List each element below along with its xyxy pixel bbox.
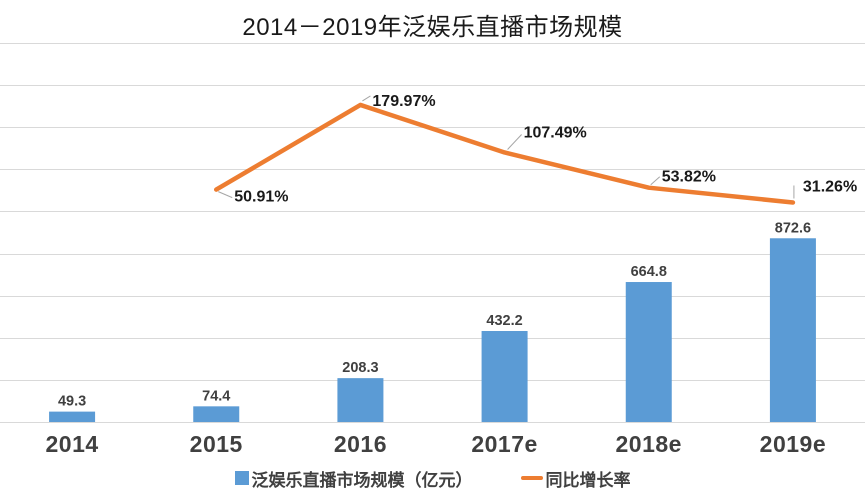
growth-label-leader-2015 [218, 191, 233, 199]
bar-series: 49.3 74.4 208.3 432.2 664.8 872.6 [49, 220, 816, 422]
bar-2018e [625, 282, 672, 422]
x-axis-label-2017e: 2017e [471, 431, 537, 457]
bar-series-swatch-icon [234, 471, 249, 485]
legend-item-line-series: 同比增长率 [520, 466, 631, 491]
growth-label-leader-2017e [507, 134, 522, 150]
bar-value-2014: 49.3 [58, 394, 86, 410]
growth-label-2015: 50.91% [234, 189, 288, 206]
bar-2014 [49, 411, 96, 422]
bar-value-2015: 74.4 [202, 388, 230, 404]
growth-label-leader-2016 [362, 95, 371, 102]
bar-2016 [337, 378, 384, 422]
growth-label-leader-2018e [650, 176, 661, 186]
x-axis-label-2015: 2015 [190, 431, 243, 457]
growth-label-2016: 179.97% [372, 93, 435, 110]
x-axis-label-2019e: 2019e [760, 431, 826, 457]
bar-value-2017e: 432.2 [486, 313, 522, 329]
legend-line-label: 同比增长率 [545, 470, 631, 490]
bar-2015 [193, 406, 240, 422]
bar-value-2016: 208.3 [342, 360, 378, 376]
growth-labels: 50.91% 179.97% 107.49% 53.82% 31.26% [218, 93, 857, 206]
chart-legend: 泛娱乐直播市场规模（亿元） 同比增长率 [0, 462, 865, 494]
x-axis-label-2014: 2014 [45, 431, 98, 457]
growth-label-2018e: 53.82% [662, 169, 716, 186]
bar-2017e [481, 330, 528, 422]
x-axis-label-2016: 2016 [334, 431, 387, 457]
growth-label-2017e: 107.49% [524, 124, 587, 141]
legend-item-bar-series: 泛娱乐直播市场规模（亿元） [234, 466, 473, 491]
x-axis-labels: 2014 2015 2016 2017e 2018e 2019e [45, 431, 826, 457]
bar-2019e [769, 238, 816, 422]
chart-plot-area: 49.3 74.4 208.3 432.2 664.8 872.6 50.91% 179.97… [0, 43, 865, 457]
bar-value-2018e: 664.8 [631, 264, 667, 280]
chart-title: 2014－2019年泛娱乐直播市场规模 [242, 14, 623, 41]
bar-value-2019e: 872.6 [775, 220, 811, 236]
line-series-swatch-icon [520, 475, 543, 481]
x-axis-label-2018e: 2018e [616, 431, 682, 457]
legend-bar-label: 泛娱乐直播市场规模（亿元） [251, 470, 473, 490]
growth-label-2019e: 31.26% [803, 178, 857, 195]
growth-rate-line [214, 102, 796, 205]
